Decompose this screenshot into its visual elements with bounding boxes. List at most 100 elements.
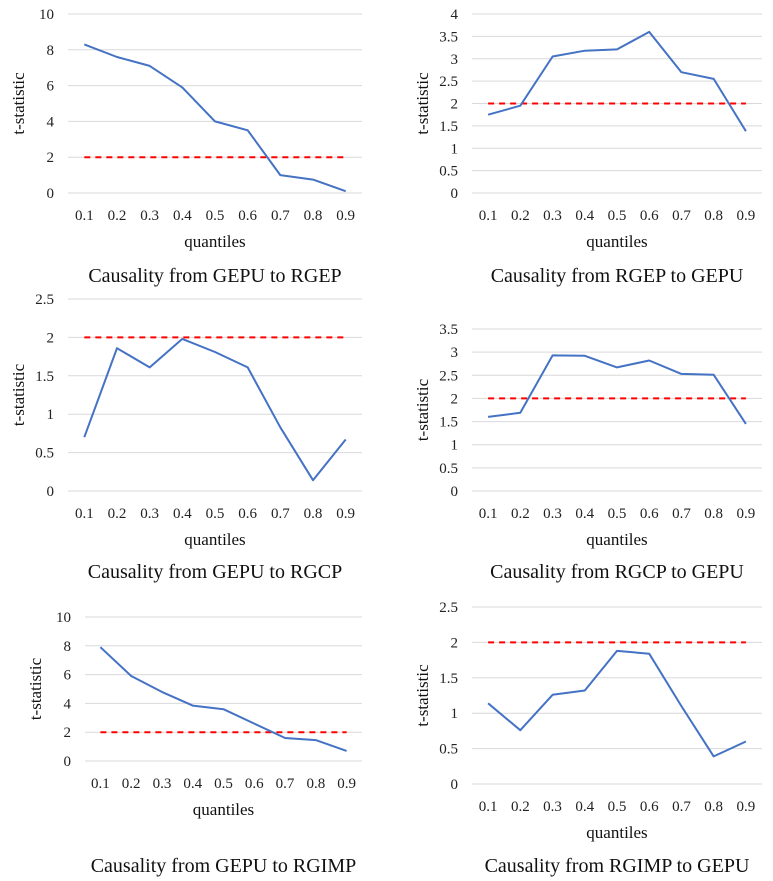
data-point [647,651,652,656]
data-point [743,129,748,134]
data-point [518,728,523,733]
x-tick-label: 0.1 [479,799,498,815]
data-point [679,70,684,75]
x-tick-label: 0.5 [206,506,225,522]
y-tick-label: 0 [47,484,55,500]
data-point [98,645,103,650]
x-axis-label: quantiles [184,232,245,251]
y-tick-label: 6 [47,79,55,95]
chart-panel-4: 0 0.5 1 1.5 2 2.5 3 3.5 0.1 0.2 0.3 0.4 0.5 0.6 0.7 0.8… [413,322,762,583]
y-tick-label: 0 [451,186,459,202]
x-axis-label: quantiles [586,232,647,251]
data-point [550,692,555,697]
y-tick-label: 3 [451,52,459,68]
x-tick-label: 0.4 [575,799,594,815]
data-point [582,688,587,693]
x-tick-label: 0.4 [173,208,192,224]
y-tick-label: 0.5 [439,164,458,180]
chart-panel-3: 0 0.5 1 1.5 2 2.5 0.1 0.2 0.3 0.4 0.5 0.6 0.7 0.8 0.9 q… [9,292,362,583]
x-tick-label: 0.5 [214,776,233,792]
y-axis-label: t-statistic [9,363,28,426]
y-tick-label: 1.5 [439,119,458,135]
x-tick-label: 0.2 [511,506,530,522]
x-tick-label: 0.5 [608,208,627,224]
data-point [245,365,250,370]
x-tick-label: 0.3 [140,208,159,224]
x-tick-label: 0.8 [704,799,723,815]
y-tick-label: 0 [451,777,459,793]
data-point [344,748,349,753]
data-point [615,365,620,370]
data-point [711,754,716,759]
series-line [487,30,747,132]
x-tick-label: 0.6 [640,506,659,522]
y-tick-label: 2 [47,150,55,166]
data-point [129,674,134,679]
data-point [486,701,491,706]
x-tick-label: 0.8 [304,506,323,522]
x-tick-label: 0.2 [108,208,127,224]
data-point [159,689,164,694]
y-tick-label: 3 [451,345,459,361]
y-tick-label: 0.5 [439,742,458,758]
data-point [180,336,185,341]
chart-panel-2: 0 0.5 1 1.5 2 2.5 3 3.5 4 0.1 0.2 0.3 0.4 0.5 0.6 0.7 0.… [413,7,762,287]
y-tick-label: 2.5 [439,74,458,90]
x-tick-label: 0.7 [672,506,691,522]
x-tick-label: 0.6 [238,208,257,224]
x-tick-label: 0.5 [608,506,627,522]
data-point [213,119,218,124]
y-tick-label: 8 [64,639,72,655]
data-point [615,648,620,653]
data-point [582,353,587,358]
y-tick-label: 8 [47,43,55,59]
y-tick-label: 1 [451,438,459,454]
x-tick-label: 0.9 [337,776,356,792]
x-axis-label: quantiles [193,800,254,819]
x-tick-label: 0.7 [276,776,295,792]
y-tick-label: 0.5 [439,461,458,477]
series-line [83,43,347,193]
data-point [679,704,684,709]
y-tick-label: 1 [451,706,459,722]
chart-panel-1: 0 2 4 6 8 10 0.1 0.2 0.3 0.4 0.5 0.6 0.7 0.8 0.9 quanti… [9,7,362,287]
chart-caption: Causality from RGCP to GEPU [490,561,744,583]
data-point [245,128,250,133]
y-axis-label: t-statistic [413,72,432,135]
x-tick-label: 0.6 [238,506,257,522]
data-point [615,47,620,52]
y-tick-label: 0 [47,186,55,202]
data-point [711,76,716,81]
x-tick-label: 0.1 [75,506,94,522]
x-tick-label: 0.8 [304,208,323,224]
chart-caption: Causality from RGEP to GEPU [491,265,744,287]
x-tick-label: 0.9 [737,506,756,522]
data-point [313,738,318,743]
y-tick-label: 2.5 [439,600,458,616]
data-point [82,435,87,440]
x-tick-label: 0.3 [543,506,562,522]
data-point [147,63,152,68]
x-tick-label: 0.3 [153,776,172,792]
data-point [278,425,283,430]
y-tick-label: 10 [39,7,54,23]
series-line [99,646,347,752]
y-tick-label: 2 [451,391,459,407]
y-tick-label: 2 [451,97,459,113]
y-tick-label: 1.5 [439,415,458,431]
x-tick-label: 0.2 [122,776,141,792]
chart-caption: Causality from RGIMP to GEPU [485,855,750,877]
x-tick-label: 0.1 [75,208,94,224]
data-point [486,112,491,117]
data-point [252,721,257,726]
y-tick-label: 1.5 [35,369,54,385]
data-point [283,735,288,740]
data-point [743,421,748,426]
x-tick-label: 0.8 [704,506,723,522]
y-tick-label: 10 [56,610,71,626]
data-point [550,54,555,59]
x-tick-label: 0.3 [543,208,562,224]
x-tick-label: 0.4 [575,506,594,522]
data-point [82,42,87,47]
